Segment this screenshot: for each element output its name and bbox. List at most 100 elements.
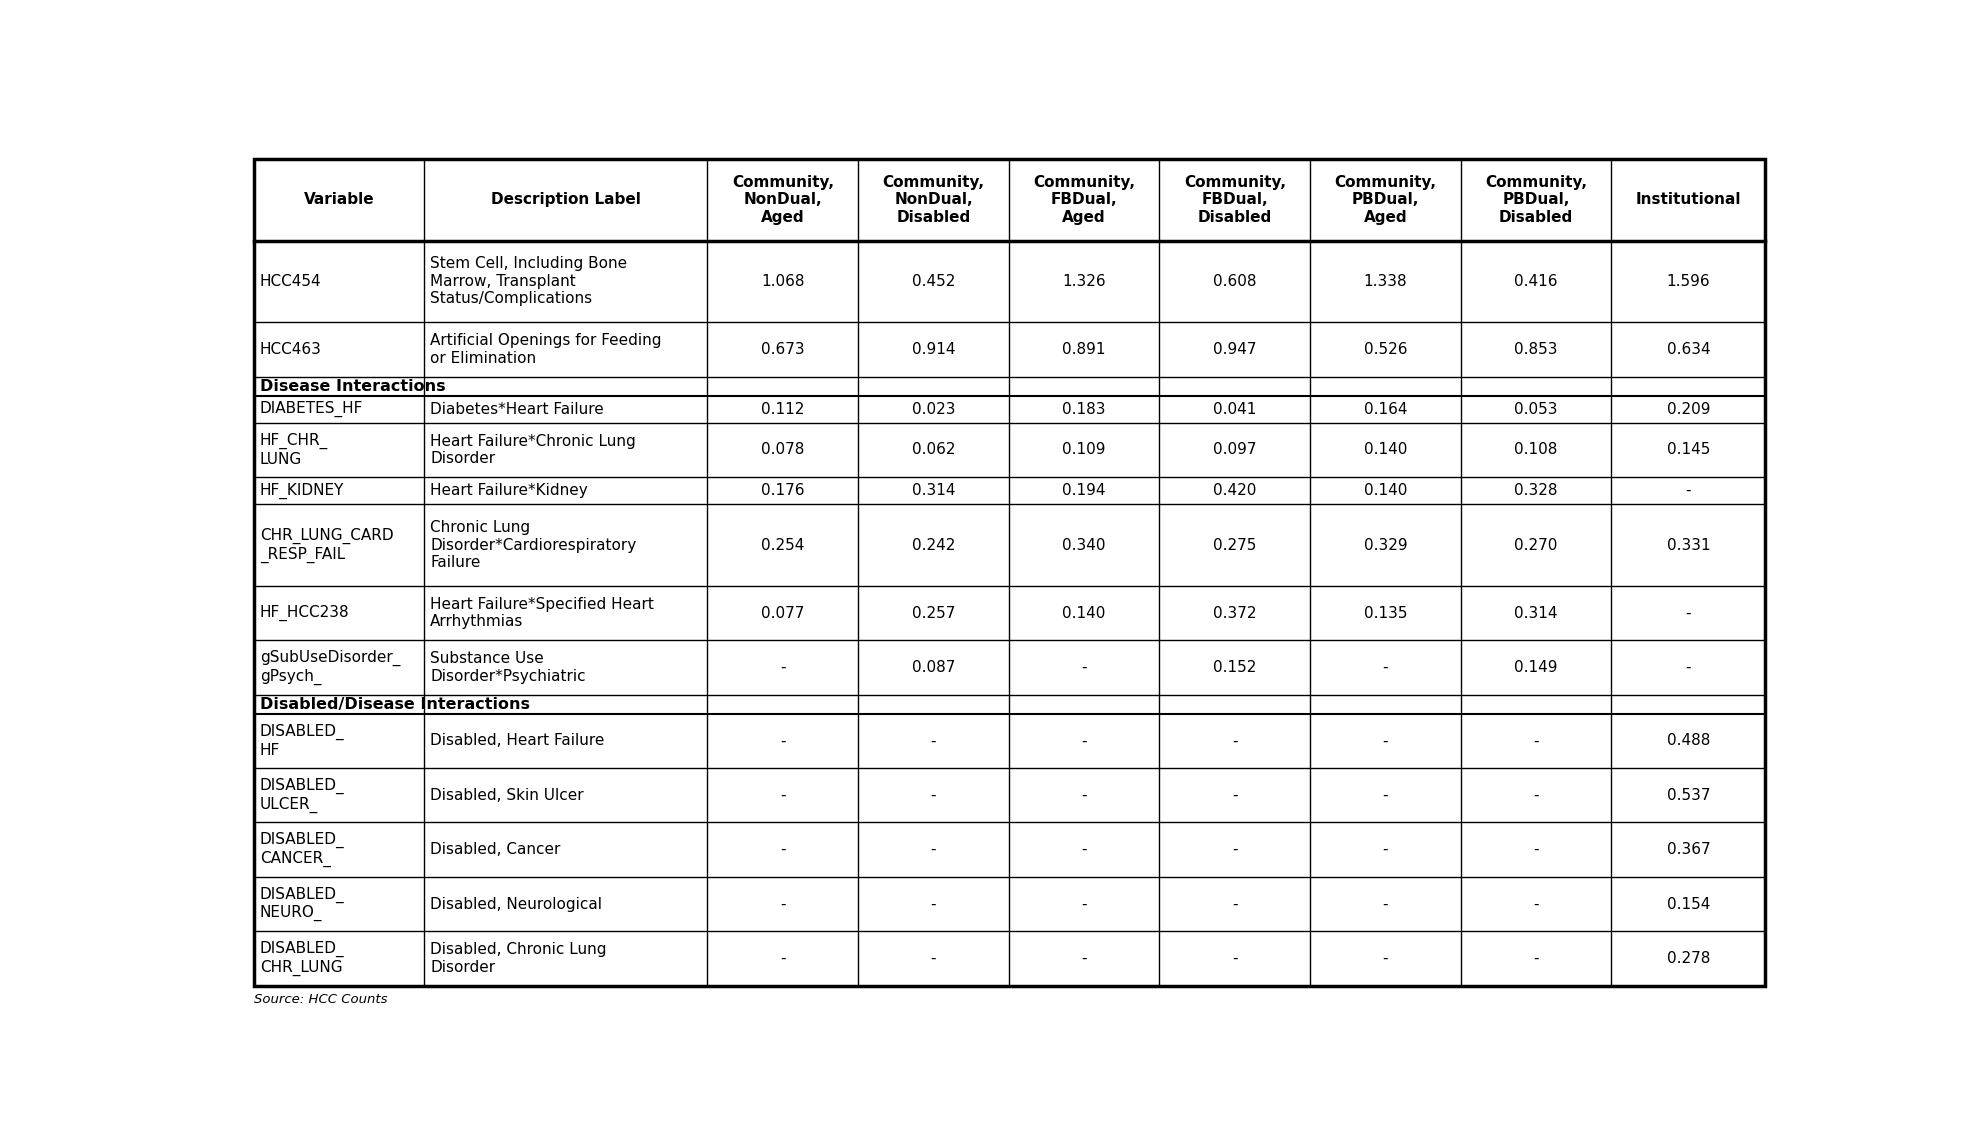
Text: Community,
FBDual,
Aged: Community, FBDual, Aged — [1032, 175, 1135, 225]
Text: 0.087: 0.087 — [912, 660, 955, 675]
Text: Variable: Variable — [303, 192, 374, 208]
Text: -: - — [1082, 788, 1087, 803]
Text: 0.242: 0.242 — [912, 538, 955, 553]
Text: 0.947: 0.947 — [1214, 341, 1257, 356]
Text: 0.608: 0.608 — [1214, 274, 1257, 289]
Text: -: - — [1383, 842, 1389, 858]
Text: -: - — [930, 896, 936, 911]
Text: -: - — [1533, 896, 1539, 911]
Text: -: - — [1533, 788, 1539, 803]
Text: Artificial Openings for Feeding
or Elimination: Artificial Openings for Feeding or Elimi… — [429, 333, 662, 365]
Text: -: - — [780, 951, 786, 966]
Text: -: - — [1533, 842, 1539, 858]
Text: 1.596: 1.596 — [1667, 274, 1710, 289]
Text: Community,
PBDual,
Aged: Community, PBDual, Aged — [1334, 175, 1436, 225]
Text: Disabled, Heart Failure: Disabled, Heart Failure — [429, 733, 605, 748]
Text: DISABLED_
HF: DISABLED_ HF — [260, 724, 345, 757]
Text: 0.891: 0.891 — [1062, 341, 1105, 356]
Text: 0.329: 0.329 — [1363, 538, 1407, 553]
Text: Community,
NonDual,
Aged: Community, NonDual, Aged — [731, 175, 833, 225]
Text: 0.452: 0.452 — [912, 274, 955, 289]
Text: Heart Failure*Chronic Lung
Disorder: Heart Failure*Chronic Lung Disorder — [429, 434, 636, 466]
Text: 0.145: 0.145 — [1667, 442, 1710, 458]
Text: 0.420: 0.420 — [1214, 483, 1257, 498]
Text: Chronic Lung
Disorder*Cardiorespiratory
Failure: Chronic Lung Disorder*Cardiorespiratory … — [429, 521, 636, 570]
Text: 0.023: 0.023 — [912, 402, 955, 417]
Text: DISABLED_
NEURO_: DISABLED_ NEURO_ — [260, 886, 345, 922]
Text: HF_KIDNEY: HF_KIDNEY — [260, 483, 345, 499]
Text: -: - — [1082, 951, 1087, 966]
Text: 0.164: 0.164 — [1363, 402, 1407, 417]
Text: Stem Cell, Including Bone
Marrow, Transplant
Status/Complications: Stem Cell, Including Bone Marrow, Transp… — [429, 257, 626, 306]
Text: 0.254: 0.254 — [760, 538, 804, 553]
Text: 0.140: 0.140 — [1062, 605, 1105, 620]
Text: -: - — [1082, 896, 1087, 911]
Text: Heart Failure*Kidney: Heart Failure*Kidney — [429, 483, 587, 498]
Text: Description Label: Description Label — [491, 192, 640, 208]
Text: DIABETES_HF: DIABETES_HF — [260, 401, 362, 417]
Text: HCC463: HCC463 — [260, 341, 321, 356]
Text: 0.078: 0.078 — [760, 442, 804, 458]
Text: -: - — [1686, 660, 1690, 675]
Text: -: - — [1231, 788, 1237, 803]
Text: 0.077: 0.077 — [760, 605, 804, 620]
Text: -: - — [1686, 605, 1690, 620]
Text: -: - — [930, 951, 936, 966]
Text: Disease Interactions: Disease Interactions — [260, 378, 445, 394]
Text: -: - — [930, 788, 936, 803]
Text: 0.673: 0.673 — [760, 341, 804, 356]
Text: 0.154: 0.154 — [1667, 896, 1710, 911]
Text: -: - — [1383, 660, 1389, 675]
Text: 0.257: 0.257 — [912, 605, 955, 620]
Text: Community,
FBDual,
Disabled: Community, FBDual, Disabled — [1184, 175, 1286, 225]
Text: 0.275: 0.275 — [1214, 538, 1257, 553]
Text: 1.326: 1.326 — [1062, 274, 1105, 289]
Text: 0.108: 0.108 — [1515, 442, 1558, 458]
Text: Disabled, Chronic Lung
Disorder: Disabled, Chronic Lung Disorder — [429, 942, 607, 974]
Text: -: - — [780, 733, 786, 748]
Text: -: - — [1231, 842, 1237, 858]
Text: -: - — [1383, 896, 1389, 911]
Text: 0.331: 0.331 — [1667, 538, 1710, 553]
Text: Disabled, Cancer: Disabled, Cancer — [429, 842, 561, 858]
Text: 0.140: 0.140 — [1363, 442, 1407, 458]
Text: 0.112: 0.112 — [760, 402, 804, 417]
Text: 0.372: 0.372 — [1214, 605, 1257, 620]
Text: HF_CHR_
LUNG: HF_CHR_ LUNG — [260, 433, 329, 467]
Text: -: - — [1231, 733, 1237, 748]
Text: -: - — [1533, 951, 1539, 966]
Text: 0.340: 0.340 — [1062, 538, 1105, 553]
Text: gSubUseDisorder_
gPsych_: gSubUseDisorder_ gPsych_ — [260, 650, 400, 685]
Text: -: - — [1383, 733, 1389, 748]
Text: -: - — [1383, 951, 1389, 966]
Text: -: - — [1231, 951, 1237, 966]
Text: 0.053: 0.053 — [1515, 402, 1558, 417]
Text: 0.488: 0.488 — [1667, 733, 1710, 748]
Text: -: - — [1082, 660, 1087, 675]
Text: DISABLED_
CHR_LUNG: DISABLED_ CHR_LUNG — [260, 941, 345, 975]
Text: 1.338: 1.338 — [1363, 274, 1407, 289]
Text: 0.194: 0.194 — [1062, 483, 1105, 498]
Text: -: - — [780, 896, 786, 911]
Text: DISABLED_
CANCER_: DISABLED_ CANCER_ — [260, 833, 345, 867]
Text: 1.068: 1.068 — [760, 274, 804, 289]
Text: -: - — [1686, 483, 1690, 498]
Text: -: - — [1082, 842, 1087, 858]
Text: HF_HCC238: HF_HCC238 — [260, 605, 349, 621]
Text: 0.914: 0.914 — [912, 341, 955, 356]
Text: 0.152: 0.152 — [1214, 660, 1257, 675]
Text: 0.853: 0.853 — [1515, 341, 1558, 356]
Text: -: - — [930, 733, 936, 748]
Text: 0.314: 0.314 — [1515, 605, 1558, 620]
Text: 0.183: 0.183 — [1062, 402, 1105, 417]
Text: Heart Failure*Specified Heart
Arrhythmias: Heart Failure*Specified Heart Arrhythmia… — [429, 597, 654, 629]
Text: 0.097: 0.097 — [1214, 442, 1257, 458]
Text: 0.135: 0.135 — [1363, 605, 1407, 620]
Text: Institutional: Institutional — [1635, 192, 1741, 208]
Text: 0.062: 0.062 — [912, 442, 955, 458]
Text: Diabetes*Heart Failure: Diabetes*Heart Failure — [429, 402, 605, 417]
Text: -: - — [780, 788, 786, 803]
Text: 0.209: 0.209 — [1667, 402, 1710, 417]
Text: HCC454: HCC454 — [260, 274, 321, 289]
Text: 0.526: 0.526 — [1363, 341, 1407, 356]
